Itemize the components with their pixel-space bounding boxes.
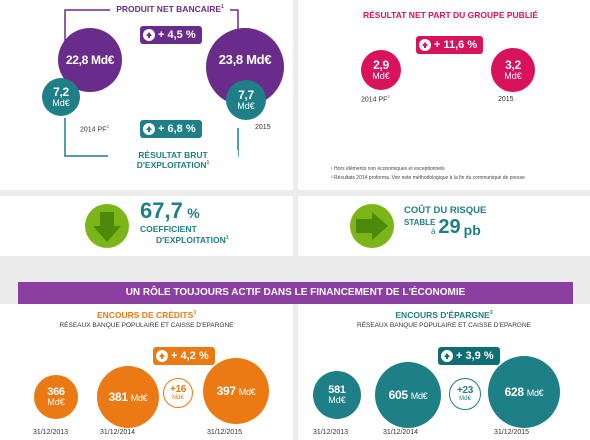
resultat-panel: Résultat net part du groupe publié + 11,… [298, 0, 590, 190]
epargne-2013-date: 31/12/2013 [313, 429, 349, 436]
epargne-panel: ENCOURS D'ÉPARGNE3 RÉSEAUX BANQUE POPULA… [298, 304, 590, 440]
credits-2015-circle: 397 Md€ [203, 358, 269, 424]
banner: UN RÔLE TOUJOURS ACTIF DANS LE FINANCEME… [18, 282, 573, 304]
credits-2014-date: 31/12/2014 [100, 429, 136, 436]
resultat-2015-label: 2015 [498, 96, 514, 103]
arrow-down-icon [85, 204, 129, 248]
epargne-2015-date: 31/12/2015 [494, 429, 530, 436]
arrow-up-icon [143, 123, 155, 135]
epargne-delta-circle: +23 Md€ [449, 378, 481, 410]
credits-subtitle: RÉSEAUX BANQUE POPULAIRE ET CAISSE D'EPA… [59, 322, 234, 329]
coefficient-label: COEFFICIENT D'EXPLOITATION1 [140, 224, 229, 245]
credits-2013-circle: 366 Md€ [34, 375, 78, 419]
arrow-right-icon [350, 204, 394, 248]
arrow-up-icon [156, 350, 168, 362]
pnb-2014-label: 2014 PF2 [80, 124, 109, 134]
resultat-2014-circle: 2,9 Md€ [361, 50, 401, 90]
coefficient-value: 67,7 % [140, 198, 200, 223]
rbe-change-badge: + 6,8 % [140, 120, 202, 138]
footnote-1: ¹ Hors éléments non économiques et excep… [331, 166, 445, 172]
credits-2013-date: 31/12/2013 [33, 429, 69, 436]
pnb-change-badge: + 4,5 % [140, 26, 202, 44]
arrow-up-icon [419, 39, 431, 51]
risque-panel: COÛT DU RISQUE STABLE à 29 pb [298, 196, 590, 256]
footnote-2: ² Résultats 2014 proforma. Voir note mét… [331, 175, 525, 181]
credits-2015-date: 31/12/2015 [207, 429, 243, 436]
credits-change-badge: + 4,2 % [153, 347, 215, 365]
resultat-change-badge: + 11,6 % [416, 36, 484, 54]
resultat-2014-label: 2014 PF2 [361, 94, 390, 104]
pnb-2015-label: 2015 [255, 124, 271, 131]
credits-title: ENCOURS DE CRÉDITS3 [96, 310, 197, 320]
epargne-change-badge: + 3,9 % [438, 347, 500, 365]
epargne-2013-circle: 581 Md€ [313, 371, 361, 419]
credits-2014-circle: 381 Md€ [97, 366, 159, 428]
pnb-title: PRODUIT NET BANCAIRE1 [110, 4, 230, 14]
pnb-panel: PRODUIT NET BANCAIRE1 + 4,5 % 22,8 Md€ 7… [0, 0, 293, 190]
rbe-2015-circle: 7,7 Md€ [226, 80, 266, 120]
credits-panel: ENCOURS DE CRÉDITS3 RÉSEAUX BANQUE POPUL… [0, 304, 293, 440]
resultat-2015-circle: 3,2 Md€ [491, 48, 535, 92]
pnb-2014-circle: 22,8 Md€ [58, 28, 122, 92]
arrow-up-icon [143, 29, 155, 41]
risque-label: COÛT DU RISQUE [404, 205, 487, 216]
epargne-title: ENCOURS D'ÉPARGNE3 [395, 310, 493, 320]
epargne-subtitle: RÉSEAUX BANQUE POPULAIRE ET CAISSE D'EPA… [356, 322, 532, 329]
banner-title: UN RÔLE TOUJOURS ACTIF DANS LE FINANCEME… [125, 287, 466, 298]
rbe-title: RÉSULTAT BRUT D'EXPLOITATION1 [108, 150, 238, 171]
resultat-title: Résultat net part du groupe publié [363, 10, 539, 20]
risque-value: STABLE à 29 pb [404, 216, 481, 238]
rbe-2014-circle: 7,2 Md€ [42, 78, 80, 116]
epargne-2014-date: 31/12/2014 [383, 429, 419, 436]
epargne-2014-circle: 605 Md€ [375, 362, 441, 428]
credits-delta-circle: +16 Md€ [163, 378, 193, 408]
arrow-up-icon [441, 350, 453, 362]
coefficient-panel: 67,7 % COEFFICIENT D'EXPLOITATION1 [0, 196, 293, 256]
epargne-2015-circle: 628 Md€ [488, 356, 560, 428]
